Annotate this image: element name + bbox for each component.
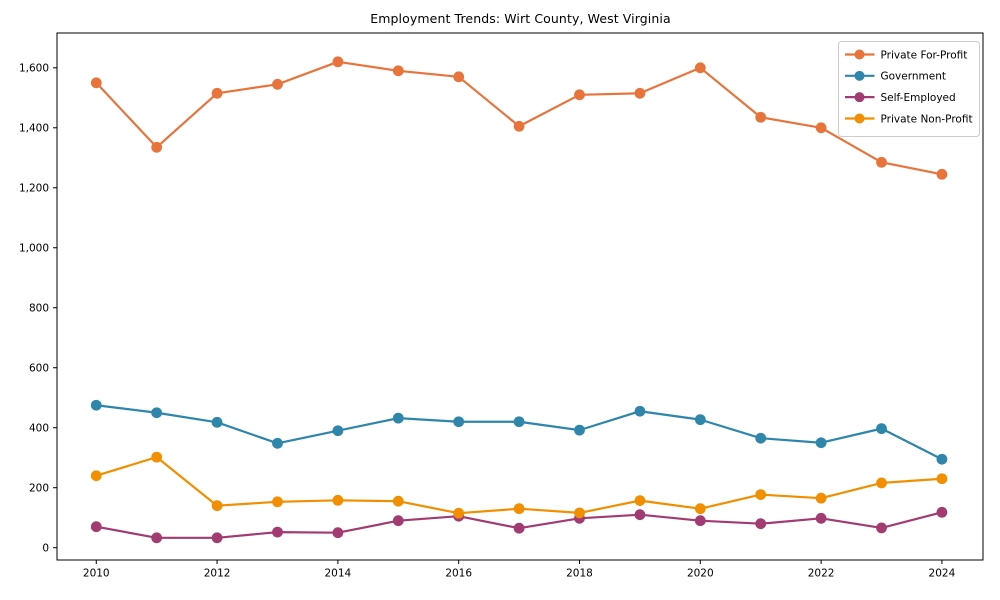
chart-title: Employment Trends: Wirt County, West Vir… (370, 11, 671, 26)
data-point-self-employed (332, 527, 344, 539)
data-point-government (634, 405, 646, 417)
legend-marker (854, 70, 865, 81)
data-point-private-non-profit (151, 451, 163, 463)
data-point-private-for-profit (513, 120, 525, 132)
data-point-private-for-profit (936, 168, 948, 180)
legend-label: Government (881, 71, 946, 83)
data-point-private-for-profit (755, 111, 767, 123)
data-point-self-employed (755, 518, 767, 530)
y-tick-label: 0 (42, 542, 49, 554)
y-tick-label: 1,000 (19, 242, 49, 254)
data-point-self-employed (90, 521, 102, 533)
data-point-private-non-profit (815, 492, 827, 504)
data-point-government (272, 437, 283, 449)
data-point-private-non-profit (755, 489, 767, 501)
x-tick-label: 2014 (325, 568, 352, 580)
x-tick-label: 2012 (204, 568, 231, 580)
data-point-private-non-profit (574, 507, 585, 519)
legend-box (838, 41, 980, 137)
data-point-private-for-profit (453, 71, 465, 83)
legend-marker (854, 113, 865, 124)
legend-label: Self-Employed (881, 92, 956, 104)
data-point-self-employed (936, 506, 948, 518)
data-point-government (332, 425, 344, 437)
data-point-private-non-profit (694, 503, 706, 515)
data-point-private-for-profit (332, 56, 344, 68)
data-point-self-employed (694, 515, 706, 527)
axes-frame (56, 32, 984, 561)
y-tick-label: 200 (29, 482, 49, 494)
x-tick-label: 2016 (445, 568, 472, 580)
data-point-self-employed (876, 522, 887, 534)
data-point-private-non-profit (936, 473, 948, 485)
y-tick-label: 600 (29, 362, 49, 374)
data-point-self-employed (634, 509, 646, 521)
y-tick-label: 400 (29, 422, 49, 434)
series-line-private-for-profit (95, 60, 944, 176)
data-point-private-for-profit (876, 156, 887, 168)
data-point-government (151, 407, 163, 419)
data-point-private-for-profit (211, 87, 223, 99)
data-point-government (815, 437, 827, 449)
x-tick-label: 2010 (83, 568, 110, 580)
data-point-government (513, 416, 525, 428)
data-point-self-employed (211, 532, 223, 544)
data-point-private-non-profit (90, 470, 102, 482)
data-point-government (936, 453, 948, 465)
legend-label: Private For-Profit (881, 49, 968, 61)
data-point-private-non-profit (876, 477, 887, 489)
y-tick-label: 800 (29, 302, 49, 314)
data-point-government (90, 399, 102, 411)
x-tick-label: 2018 (566, 568, 593, 580)
y-tick-label: 1,600 (19, 62, 49, 74)
data-point-self-employed (272, 526, 283, 538)
data-point-self-employed (392, 515, 404, 527)
legend-marker (854, 49, 865, 60)
data-point-private-non-profit (453, 507, 465, 519)
data-point-government (392, 412, 404, 424)
data-point-private-for-profit (392, 65, 404, 77)
data-point-private-non-profit (392, 495, 404, 507)
x-tick-label: 2022 (808, 568, 835, 580)
data-point-government (453, 416, 465, 428)
data-point-private-non-profit (211, 500, 223, 512)
data-point-private-non-profit (513, 503, 525, 515)
data-point-private-for-profit (90, 77, 102, 89)
data-point-self-employed (513, 522, 525, 534)
y-tick-label: 1,400 (19, 122, 49, 134)
data-point-private-non-profit (332, 494, 344, 506)
legend-marker (854, 92, 865, 103)
x-tick-label: 2024 (929, 568, 956, 580)
data-point-self-employed (151, 532, 163, 544)
data-point-private-for-profit (815, 122, 827, 134)
legend-label: Private Non-Profit (881, 113, 973, 125)
data-point-private-for-profit (272, 78, 283, 90)
data-point-private-for-profit (574, 89, 585, 101)
data-point-private-for-profit (151, 141, 163, 153)
series-line-government (95, 404, 944, 461)
data-point-private-non-profit (272, 496, 283, 508)
data-point-government (574, 424, 585, 436)
data-point-self-employed (815, 512, 827, 524)
data-point-government (755, 432, 767, 444)
x-tick-label: 2020 (687, 568, 714, 580)
data-point-private-non-profit (634, 495, 646, 507)
data-point-government (694, 414, 706, 426)
data-point-government (211, 416, 223, 428)
data-point-private-for-profit (694, 62, 706, 74)
y-tick-label: 1,200 (19, 182, 49, 194)
data-point-private-for-profit (634, 87, 646, 99)
data-point-government (876, 423, 887, 435)
